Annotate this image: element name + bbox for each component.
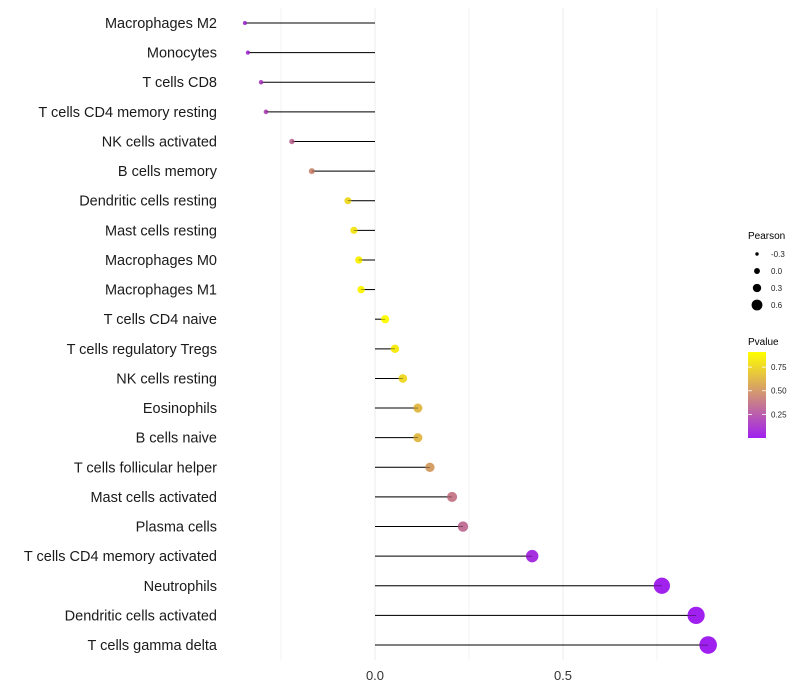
size-legend-dot bbox=[754, 268, 760, 274]
category-label: Neutrophils bbox=[144, 579, 217, 595]
category-label: Macrophages M2 bbox=[105, 16, 217, 32]
category-label: Monocytes bbox=[147, 46, 217, 62]
category-label: B cells naive bbox=[136, 431, 217, 447]
color-legend-label: 0.25 bbox=[771, 410, 787, 419]
color-legend-bar bbox=[748, 352, 766, 438]
size-legend-label: 0.6 bbox=[771, 301, 783, 310]
size-legend-label: 0.0 bbox=[771, 267, 783, 276]
category-label: T cells CD8 bbox=[142, 75, 217, 91]
category-label: T cells gamma delta bbox=[88, 638, 218, 654]
size-legend-label: -0.3 bbox=[771, 250, 785, 259]
color-legend-label: 0.75 bbox=[771, 363, 787, 372]
x-tick-label: 0.0 bbox=[366, 668, 384, 683]
color-legend-title: Pvalue bbox=[748, 337, 779, 348]
size-legend-dot bbox=[751, 299, 763, 311]
category-label: T cells CD4 naive bbox=[104, 312, 217, 328]
lollipop-point bbox=[258, 79, 264, 85]
lollipop-point bbox=[447, 491, 458, 502]
category-label: Macrophages M0 bbox=[105, 253, 217, 269]
category-label: Eosinophils bbox=[143, 401, 217, 417]
lollipop-point bbox=[390, 344, 400, 354]
color-legend-label: 0.50 bbox=[771, 387, 787, 396]
size-legend-dot bbox=[752, 283, 762, 293]
category-label: T cells regulatory Tregs bbox=[67, 342, 217, 358]
category-label: T cells follicular helper bbox=[74, 460, 217, 476]
category-label: Mast cells resting bbox=[105, 223, 217, 239]
lollipop-point bbox=[381, 315, 390, 324]
category-label: T cells CD4 memory activated bbox=[24, 549, 217, 565]
size-legend-title: Pearson bbox=[748, 231, 785, 242]
category-label: NK cells resting bbox=[116, 371, 217, 387]
category-label: Dendritic cells resting bbox=[79, 194, 217, 210]
size-legend-dot bbox=[755, 252, 759, 256]
category-label: Dendritic cells activated bbox=[65, 608, 217, 624]
category-label: Macrophages M1 bbox=[105, 283, 217, 299]
size-legend-label: 0.3 bbox=[771, 284, 783, 293]
x-tick-label: 0.5 bbox=[554, 668, 572, 683]
category-label: T cells CD4 memory resting bbox=[38, 105, 217, 121]
category-label: NK cells activated bbox=[102, 134, 217, 150]
category-label: Plasma cells bbox=[136, 520, 217, 536]
category-label: B cells memory bbox=[118, 164, 218, 180]
category-label: Mast cells activated bbox=[90, 490, 217, 506]
